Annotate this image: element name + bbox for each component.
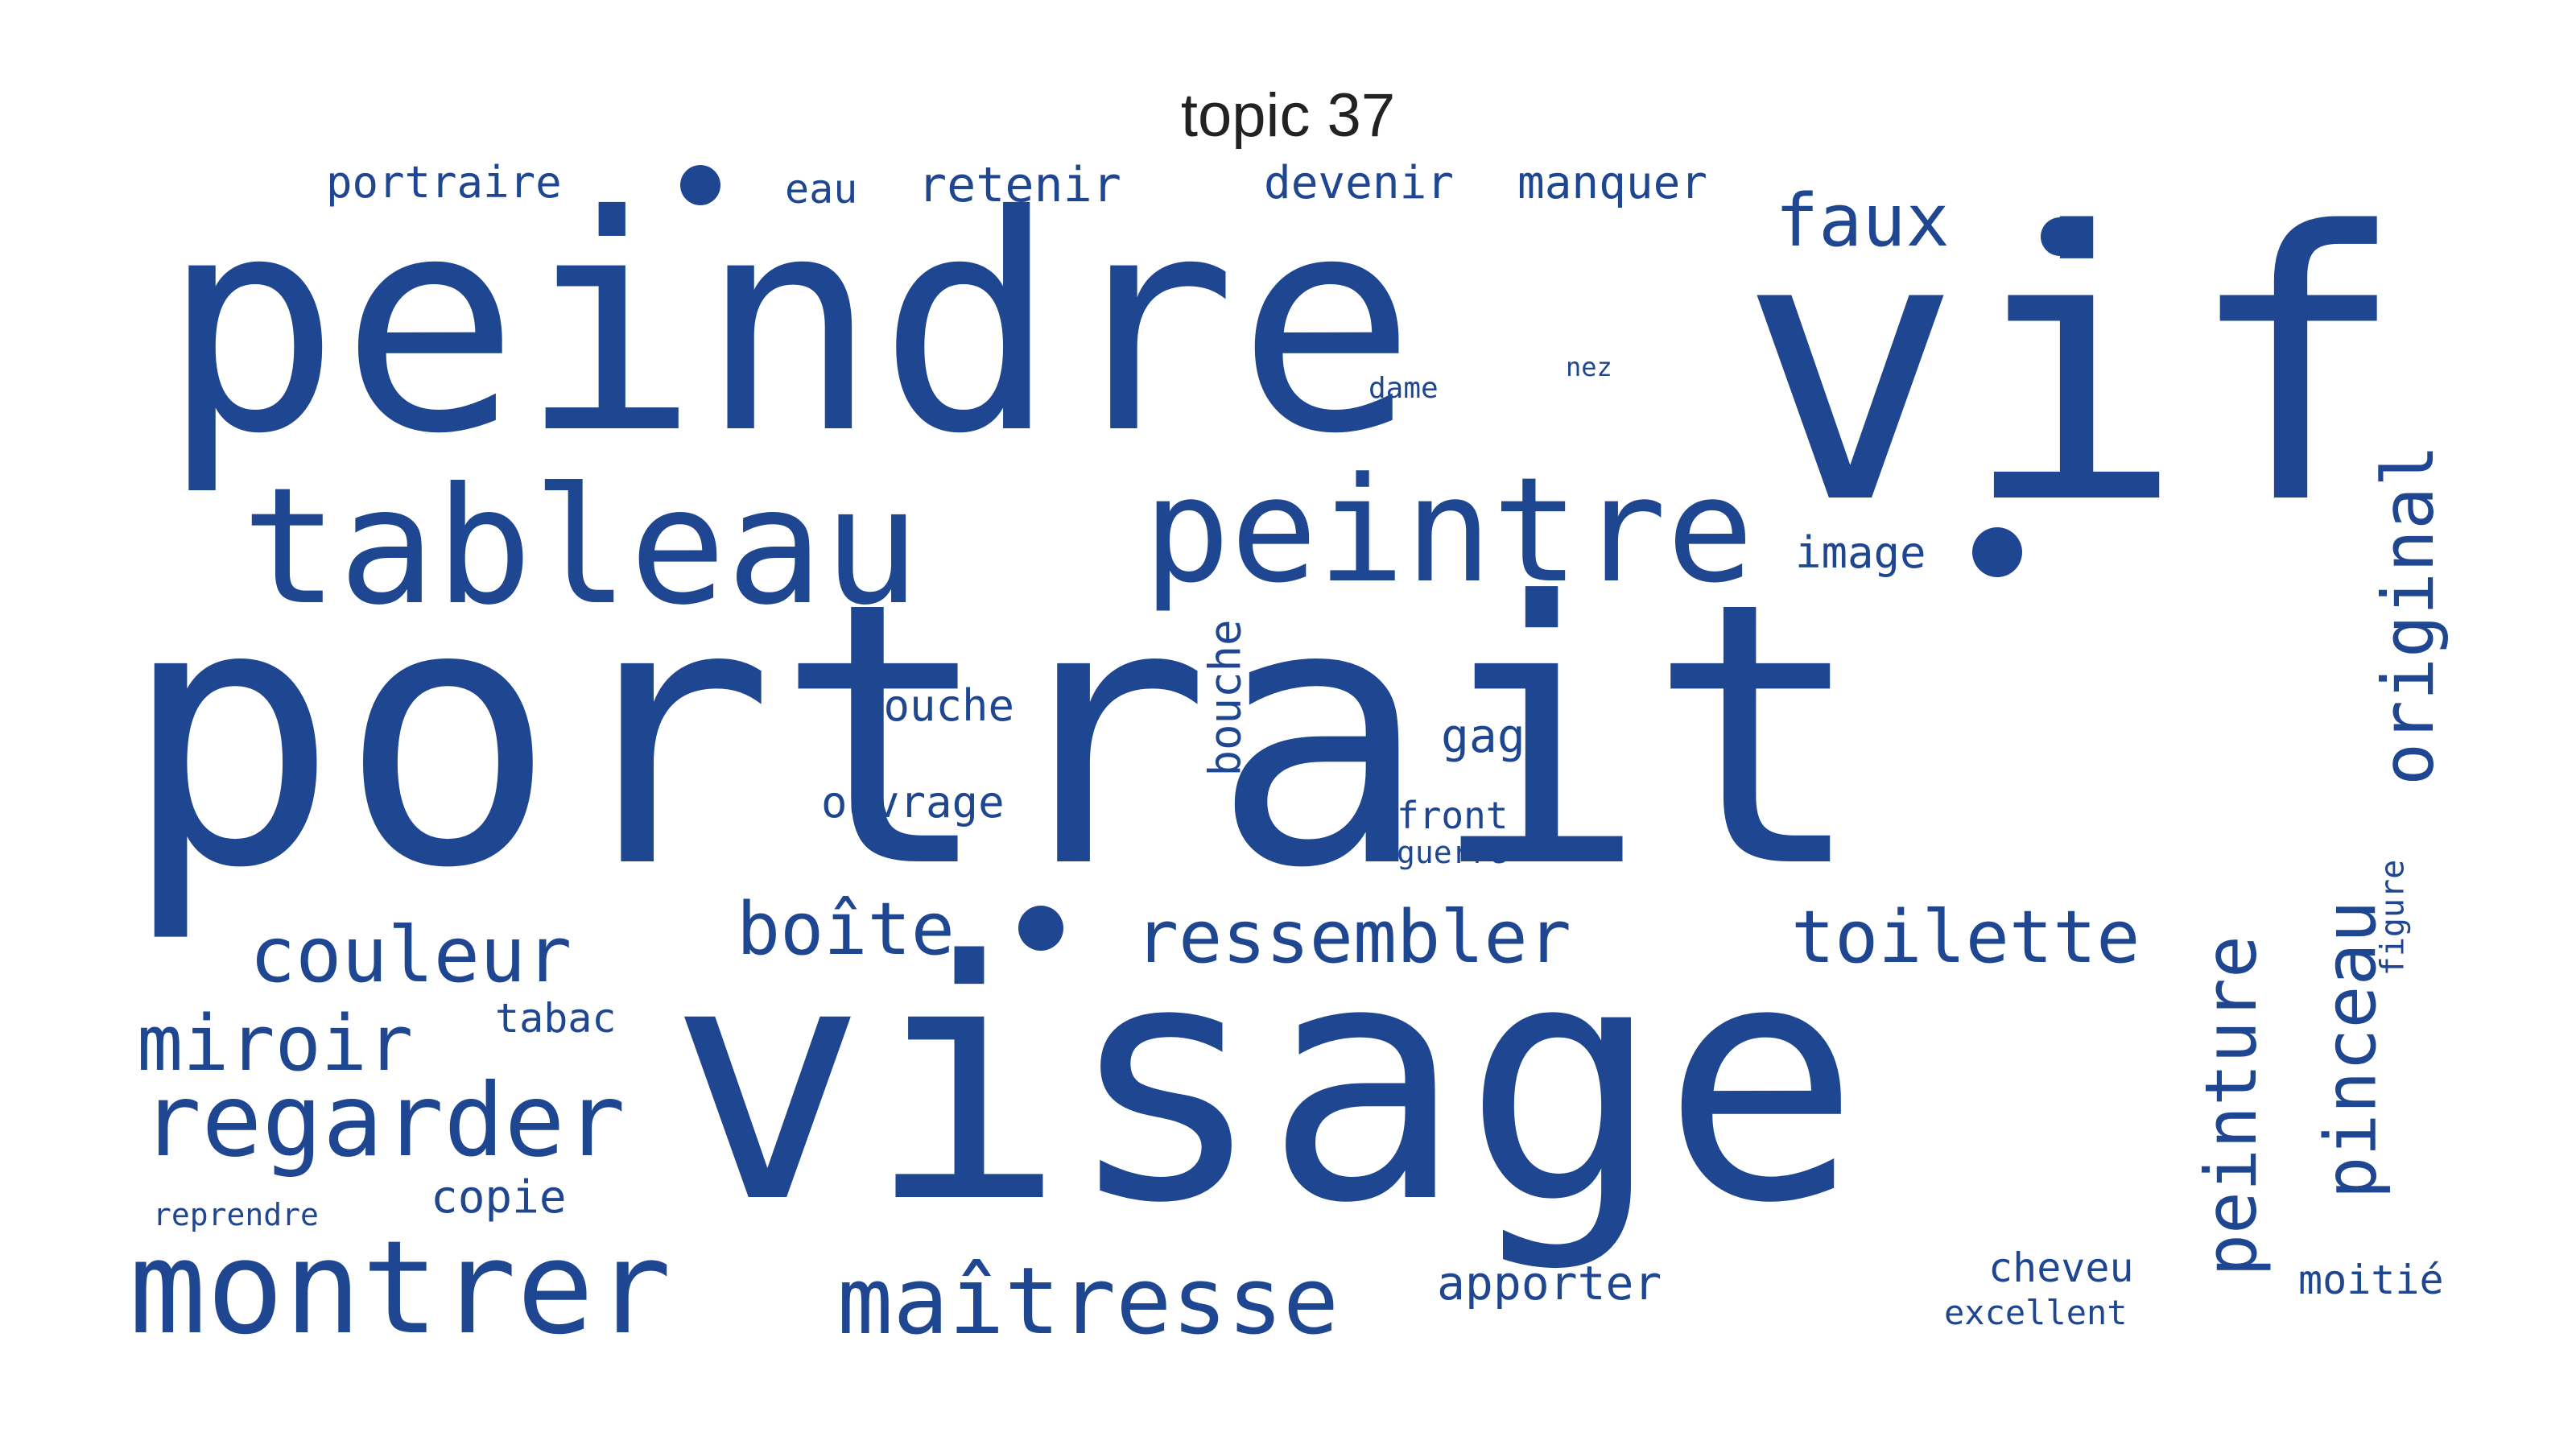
word-mouche: mouche [857,680,1015,731]
word-miroir: miroir [137,1000,414,1088]
dot-token [2041,217,2079,256]
word-regarder: regarder [141,1063,626,1179]
word-couleur: couleur [250,911,572,1000]
word-maitresse: maîtresse [837,1248,1340,1356]
word-tableau: tableau [242,453,920,641]
word-guerre: guerre [1397,835,1508,870]
word-excellent: excellent [1944,1293,2128,1332]
word-cheveu: cheveu [1988,1245,2134,1291]
word-visage: visage [668,890,1861,1275]
word-front: front [1397,794,1509,837]
word-peindre: peindre [161,153,1417,499]
dot-token [1972,527,2022,577]
dot-token [680,165,720,205]
word-boite: boîte [737,887,955,972]
word-eau: eau [785,166,858,213]
word-devenir: devenir [1264,157,1455,209]
word-portrait: portrait [121,526,1866,947]
word-peintre: peintre [1143,447,1754,615]
word-retenir: retenir [918,157,1121,213]
word-dame: dame [1368,372,1439,405]
chart-title: topic 37 [1180,81,1396,150]
word-apporter: apporter [1437,1256,1662,1311]
word-tabac: tabac [495,995,617,1042]
word-ressembler: ressembler [1135,895,1571,980]
word-figure: figure [2374,859,2412,976]
word-gage: gage [1441,708,1554,763]
word-nez: nez [1566,352,1612,382]
word-moitie: moitié [2298,1257,2444,1303]
word-montrer: montrer [129,1212,672,1363]
word-peinture: peinture [2189,935,2273,1277]
word-image: image [1795,527,1926,578]
word-faux: faux [1775,179,1950,263]
word-copie: copie [431,1171,567,1224]
word-ouvrage: ouvrage [821,777,1005,828]
word-bouche: bouche [1199,619,1251,777]
word-manquer: manquer [1517,157,1708,209]
word-reprendre: reprendre [153,1197,319,1232]
word-portraire: portraire [326,157,562,208]
word-original: original [2366,444,2450,786]
word-toilette: toilette [1791,895,2140,980]
dot-token [1018,906,1063,951]
